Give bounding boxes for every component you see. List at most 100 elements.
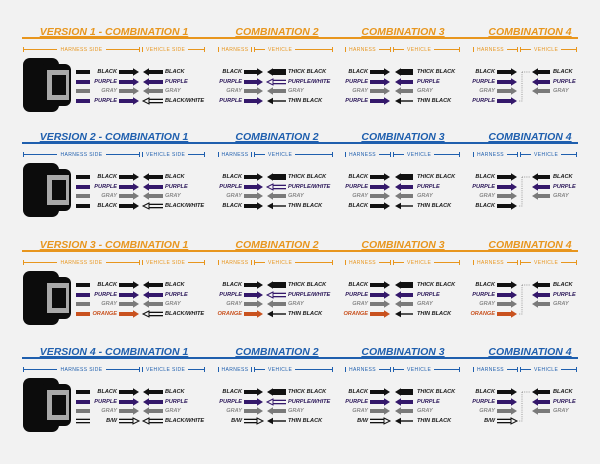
harness-arrow-icon <box>244 87 263 95</box>
vehicle-arrow-icon <box>267 388 286 396</box>
vehicle-wire-label: GRAY <box>553 301 569 307</box>
combination-title: COMBINATION 2 <box>235 131 319 143</box>
vehicle-side-header: VEHICLE SIDE <box>142 46 205 53</box>
harness-wire-label: GRAY <box>479 88 495 94</box>
bracket-tick <box>23 152 24 157</box>
bracket-label: HARNESS SIDE <box>60 259 103 266</box>
vehicle-wire-label: GRAY <box>417 408 433 414</box>
bracket-line <box>295 154 332 155</box>
harness-arrow-icon <box>497 300 517 308</box>
harness-wire-label: B/W <box>231 418 242 424</box>
bracket-tick <box>517 367 518 372</box>
harness-wire-label: GRAY <box>479 193 495 199</box>
harness-wire-label: BLACK <box>348 69 368 75</box>
combination-title: COMBINATION 3 <box>361 131 445 143</box>
vehicle-arrow-icon <box>395 183 413 191</box>
vehicle-side-header: VEHICLE <box>393 259 460 266</box>
vehicle-arrow-icon <box>532 183 550 191</box>
harness-wire-label: GRAY <box>352 88 368 94</box>
bracket-label: HARNESS SIDE <box>60 366 103 373</box>
bracket-line <box>24 154 58 155</box>
vehicle-arrow-icon <box>532 388 550 396</box>
harness-wire-label: PURPLE <box>345 98 368 104</box>
harness-wire-label: BLACK <box>348 174 368 180</box>
bracket-label: VEHICLE <box>534 259 559 266</box>
bracket-line <box>188 49 204 50</box>
bracket-line <box>188 154 204 155</box>
bracket-line <box>394 262 404 263</box>
harness-arrow-icon <box>497 417 519 425</box>
vehicle-arrow-icon <box>141 202 163 210</box>
bracket-line <box>378 369 390 370</box>
vehicle-arrow-icon <box>532 87 550 95</box>
combination-title: COMBINATION 3 <box>361 26 445 38</box>
bracket-label: VEHICLE SIDE <box>146 46 186 53</box>
bracket-line <box>434 49 459 50</box>
wire-stub <box>76 89 90 93</box>
harness-arrow-icon <box>497 68 517 76</box>
wire-stub <box>76 418 90 420</box>
bracket-line <box>521 369 531 370</box>
splice-dotted-line <box>518 391 530 422</box>
bracket-tick <box>142 47 143 52</box>
wire-stub <box>76 312 90 316</box>
harness-arrow-icon <box>244 97 263 105</box>
harness-arrow-icon <box>497 192 517 200</box>
bracket-line <box>188 262 204 263</box>
bracket-tick <box>576 367 577 372</box>
combination-title: COMBINATION 4 <box>488 131 572 143</box>
vehicle-arrow-icon <box>265 398 286 406</box>
harness-arrow-icon <box>497 173 517 181</box>
vehicle-arrow-icon <box>143 291 163 299</box>
bracket-label: VEHICLE <box>268 259 293 266</box>
vehicle-arrow-icon <box>267 97 286 105</box>
harness-wire-label: GRAY <box>101 408 117 414</box>
wire-stub <box>76 99 90 103</box>
vehicle-side-header: VEHICLE <box>520 366 577 373</box>
vehicle-arrow-icon <box>141 97 163 105</box>
harness-side-header: HARNESS <box>218 151 252 158</box>
harness-arrow-icon <box>370 192 390 200</box>
bracket-tick <box>332 260 333 265</box>
bracket-tick <box>218 47 219 52</box>
bracket-line <box>561 369 576 370</box>
harness-wire-label: BLACK <box>97 282 117 288</box>
bracket-line <box>378 262 390 263</box>
vehicle-wire-label: THICK BLACK <box>417 69 456 75</box>
connector-plug-icon <box>23 378 71 432</box>
harness-arrow-icon <box>370 300 390 308</box>
bracket-label: HARNESS <box>349 151 376 158</box>
bracket-line <box>506 49 517 50</box>
harness-wire-label: PURPLE <box>94 79 117 85</box>
harness-arrow-icon <box>244 300 263 308</box>
harness-wire-label: GRAY <box>352 408 368 414</box>
splice-dotted-line <box>518 284 530 315</box>
bracket-tick <box>254 152 255 157</box>
bracket-tick <box>576 47 577 52</box>
vehicle-side-header: VEHICLE SIDE <box>142 259 205 266</box>
bracket-line <box>506 154 517 155</box>
harness-wire-label: GRAY <box>226 408 242 414</box>
vehicle-arrow-icon <box>265 291 286 299</box>
vehicle-side-header: VEHICLE SIDE <box>142 366 205 373</box>
bracket-tick <box>23 367 24 372</box>
bracket-tick <box>142 260 143 265</box>
bracket-label: VEHICLE SIDE <box>146 151 186 158</box>
bracket-tick <box>390 367 391 372</box>
wire-stub <box>76 302 90 306</box>
vehicle-wire-label: PURPLE <box>417 399 440 405</box>
harness-wire-label: GRAY <box>352 301 368 307</box>
vehicle-wire-label: GRAY <box>165 88 181 94</box>
vehicle-arrow-icon <box>267 310 286 318</box>
vehicle-wire-label: GRAY <box>288 408 304 414</box>
harness-wire-label: BLACK <box>348 203 368 209</box>
harness-wire-label: BLACK <box>348 282 368 288</box>
